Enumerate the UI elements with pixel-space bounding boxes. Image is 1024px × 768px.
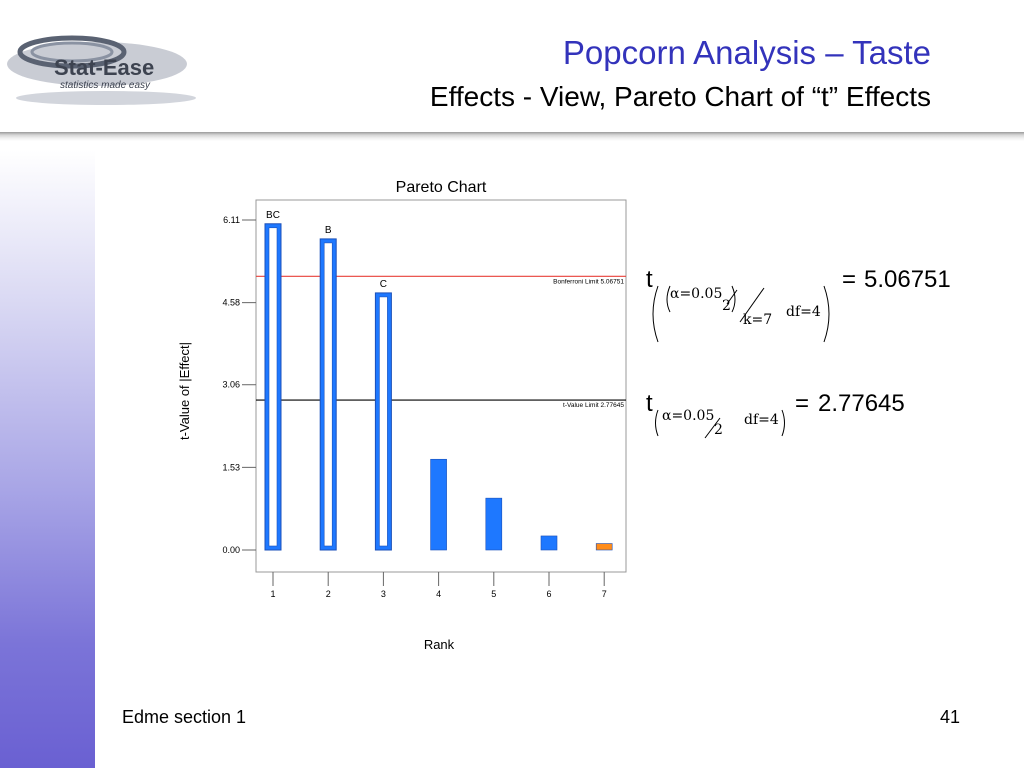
reference-line-label: t-Value Limit 2.77645 (563, 402, 624, 409)
formula-two: 2 (722, 298, 731, 314)
bar-label: BC (266, 210, 280, 221)
formula-parens (655, 409, 785, 439)
bar-hollow (268, 227, 278, 547)
bar (595, 543, 613, 551)
chart-title: Pareto Chart (396, 179, 487, 196)
plot-frame (255, 199, 627, 573)
logo-text: Stat-Ease (54, 55, 154, 80)
y-axis-label: t-Value of |Effect| (177, 342, 192, 440)
formula-t: t (646, 266, 653, 293)
y-tick-label: 0.00 (222, 545, 240, 555)
formula-equals: = (842, 266, 857, 293)
bar (540, 535, 558, 551)
formula-k: k=7 (743, 312, 773, 328)
slide-subtitle: Effects - View, Pareto Chart of “t” Effe… (429, 81, 931, 112)
left-gradient-band (0, 150, 95, 768)
y-tick-label: 6.11 (223, 215, 240, 225)
formula-equals: = (795, 390, 810, 417)
stat-ease-logo: Stat-Ease statistics made easy (7, 35, 196, 105)
y-tick-label: 3.06 (222, 380, 240, 390)
pareto-chart: Pareto Chart 0.00 1.53 3.06 4.58 6.11 t-Value … (177, 179, 627, 652)
y-tick-label: 1.53 (222, 462, 240, 472)
t-value-formula: t α=0.05 2 df=4 = 2.77645 (640, 388, 980, 448)
reference-line-label: Bonferroni Limit 5.06751 (553, 278, 624, 285)
formula-alpha: α=0.05 (670, 286, 723, 302)
formula-two: 2 (714, 422, 723, 438)
bonferroni-formula: t α=0.05 2 k=7 df=4 = 5.06751 (640, 260, 980, 350)
slide-title: Popcorn Analysis – Taste (562, 34, 931, 71)
bar-hollow (323, 242, 333, 547)
x-tick-label: 4 (436, 589, 441, 599)
formula-df: df=4 (744, 412, 779, 428)
header-divider (0, 132, 1024, 141)
x-tick-label: 3 (381, 589, 386, 599)
bar (485, 497, 503, 551)
formula-t: t (646, 390, 653, 417)
x-tick-label: 7 (602, 589, 607, 599)
formula-alpha: α=0.05 (662, 408, 715, 424)
x-tick-label: 6 (546, 589, 551, 599)
page-number: 41 (940, 707, 961, 727)
logo-tagline: statistics made easy (60, 80, 151, 91)
x-axis-label: Rank (424, 637, 455, 652)
x-tick-label: 1 (270, 589, 275, 599)
bar-label: C (380, 279, 387, 290)
x-tick-label: 2 (326, 589, 331, 599)
formula-parens (652, 285, 830, 343)
bar-hollow (379, 296, 388, 547)
bar (430, 458, 447, 551)
x-tick-label: 5 (491, 589, 496, 599)
footer-section: Edme section 1 (122, 707, 247, 727)
t-value-result: 2.77645 (818, 390, 905, 417)
y-tick-label: 4.58 (222, 298, 240, 308)
bonferroni-value: 5.06751 (864, 266, 951, 293)
formula-df: df=4 (786, 304, 821, 320)
bar-label: B (325, 225, 332, 236)
